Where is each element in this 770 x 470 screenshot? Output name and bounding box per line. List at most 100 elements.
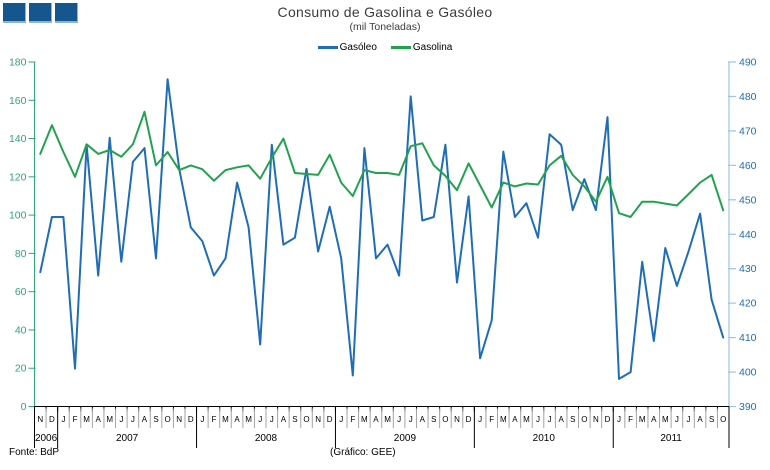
month-label: J: [478, 415, 482, 424]
month-label: M: [662, 415, 669, 424]
left-axis-tick-label: 40: [15, 324, 27, 336]
gasoleo-line-swatch: [317, 46, 338, 49]
month-label: A: [142, 415, 148, 424]
logo: [3, 3, 78, 23]
month-label: J: [61, 415, 65, 424]
left-axis-tick-label: 140: [9, 133, 27, 145]
gasoleo-series-line: [39, 78, 725, 380]
right-axis: 390 400 410 420 430 440 450 460 470 480 490: [728, 57, 757, 413]
month-label: M: [361, 415, 368, 424]
logo-square: [29, 3, 52, 23]
month-label: N: [176, 415, 182, 424]
month-label: A: [373, 415, 379, 424]
month-label: M: [83, 415, 90, 424]
right-axis-tick-label: 420: [739, 298, 757, 310]
right-axis-tick-label: 410: [739, 332, 757, 344]
footer-credit: (Gráfico: GEE): [330, 447, 396, 458]
month-label: A: [512, 415, 518, 424]
legend-item-gasolina: Gasolina: [390, 42, 453, 53]
month-label: J: [119, 415, 123, 424]
right-axis-tick-label: 430: [739, 263, 757, 275]
month-label: M: [384, 415, 391, 424]
month-label: F: [350, 415, 355, 424]
legend-label: Gasóleo: [339, 42, 377, 53]
month-label: S: [431, 415, 436, 424]
year-label: 2007: [116, 433, 139, 444]
month-label: S: [709, 415, 714, 424]
month-label: J: [258, 415, 262, 424]
month-label: J: [397, 415, 401, 424]
right-axis-tick-label: 480: [739, 91, 757, 103]
month-label: F: [73, 415, 78, 424]
logo-square: [55, 3, 78, 23]
month-label: S: [153, 415, 158, 424]
left-axis-tick-label: 80: [15, 248, 27, 260]
month-label: A: [234, 415, 240, 424]
month-label: J: [200, 415, 204, 424]
month-label: A: [651, 415, 657, 424]
month-label: O: [303, 415, 309, 424]
left-axis-tick-label: 60: [15, 286, 27, 298]
gasolina-series-line: [39, 110, 725, 218]
gasolina-line-swatch: [390, 46, 411, 49]
month-label: J: [675, 415, 679, 424]
legend-item-gasoleo: Gasóleo: [317, 42, 377, 53]
month-label: J: [131, 415, 135, 424]
year-label: 2010: [533, 433, 556, 444]
month-label: J: [617, 415, 621, 424]
year-label: 2011: [660, 433, 682, 444]
month-label: M: [222, 415, 229, 424]
right-axis-tick-label: 390: [739, 401, 757, 413]
footer-source: Fonte: BdP: [9, 447, 60, 458]
month-label: D: [605, 415, 611, 424]
right-axis-tick-label: 490: [739, 57, 757, 69]
legend: Gasóleo Gasolina: [0, 42, 770, 53]
month-label: N: [593, 415, 599, 424]
left-axis-tick-label: 180: [9, 57, 27, 69]
month-label: J: [536, 415, 540, 424]
left-axis-tick-label: 160: [9, 95, 27, 107]
month-label: M: [106, 415, 113, 424]
left-axis: 0 20 40 60 80 100 120 140 160 180: [9, 57, 36, 413]
left-axis-tick-label: 100: [9, 210, 27, 222]
month-label: F: [628, 415, 633, 424]
month-label: J: [270, 415, 274, 424]
month-label: J: [339, 415, 343, 424]
page-title: Consumo de Gasolina e Gasóleo: [277, 4, 493, 20]
logo-square: [3, 3, 26, 23]
left-axis-tick-label: 0: [21, 401, 27, 413]
page-subtitle: (mil Toneladas): [349, 21, 421, 33]
right-axis-tick-label: 450: [739, 194, 757, 206]
month-label: J: [409, 415, 413, 424]
month-label: M: [639, 415, 646, 424]
right-axis-tick-label: 460: [739, 160, 757, 172]
month-label: N: [454, 415, 460, 424]
month-label: A: [420, 415, 426, 424]
month-label: M: [245, 415, 252, 424]
month-label: M: [523, 415, 530, 424]
month-label: J: [548, 415, 552, 424]
month-label: N: [37, 415, 43, 424]
month-label: A: [697, 415, 703, 424]
month-label: D: [188, 415, 194, 424]
month-label: N: [315, 415, 321, 424]
month-label: O: [164, 415, 170, 424]
year-label: 2009: [394, 433, 417, 444]
year-label: 2008: [255, 433, 278, 444]
left-axis-tick-label: 20: [15, 363, 27, 375]
right-axis-tick-label: 440: [739, 229, 757, 241]
month-label: A: [281, 415, 287, 424]
month-label: D: [49, 415, 55, 424]
month-label: J: [686, 415, 690, 424]
month-label: A: [95, 415, 101, 424]
month-label: F: [211, 415, 216, 424]
legend-label: Gasolina: [412, 42, 453, 53]
month-label: D: [466, 415, 472, 424]
month-label: O: [581, 415, 587, 424]
month-label: F: [489, 415, 494, 424]
month-label: O: [442, 415, 448, 424]
right-axis-tick-label: 470: [739, 125, 757, 137]
